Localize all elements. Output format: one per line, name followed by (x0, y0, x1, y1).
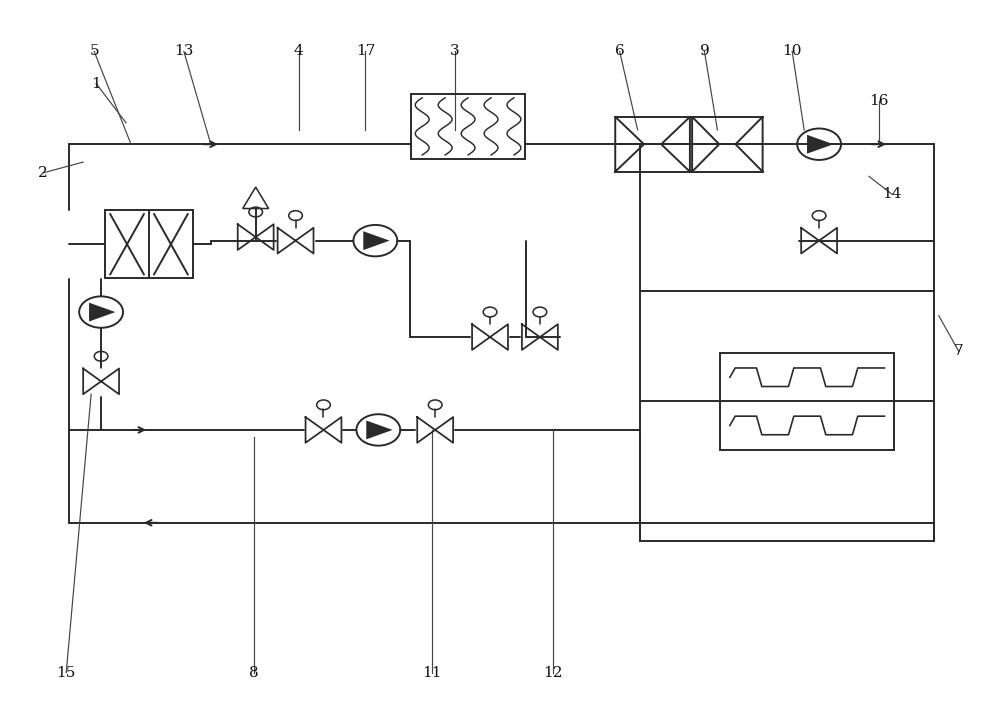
Text: 10: 10 (782, 44, 802, 58)
Polygon shape (366, 420, 393, 440)
Text: 4: 4 (294, 44, 303, 58)
Text: 8: 8 (249, 666, 258, 680)
Text: 14: 14 (882, 187, 902, 201)
Text: 7: 7 (954, 344, 964, 358)
Bar (720, 353, 894, 450)
Text: 9: 9 (700, 44, 709, 58)
Text: 12: 12 (543, 666, 563, 680)
Bar (411, 94, 525, 158)
Text: 5: 5 (89, 44, 99, 58)
Text: 13: 13 (174, 44, 194, 58)
Text: 11: 11 (422, 666, 442, 680)
Text: 17: 17 (356, 44, 375, 58)
Polygon shape (89, 303, 115, 321)
Polygon shape (807, 135, 833, 153)
Text: 6: 6 (615, 44, 625, 58)
Text: 2: 2 (38, 166, 48, 180)
Text: 1: 1 (91, 77, 101, 90)
Bar (640, 290, 934, 541)
Text: 15: 15 (57, 666, 76, 680)
Bar (105, 210, 193, 278)
Text: 3: 3 (450, 44, 460, 58)
Polygon shape (363, 231, 390, 250)
Text: 16: 16 (869, 95, 889, 108)
